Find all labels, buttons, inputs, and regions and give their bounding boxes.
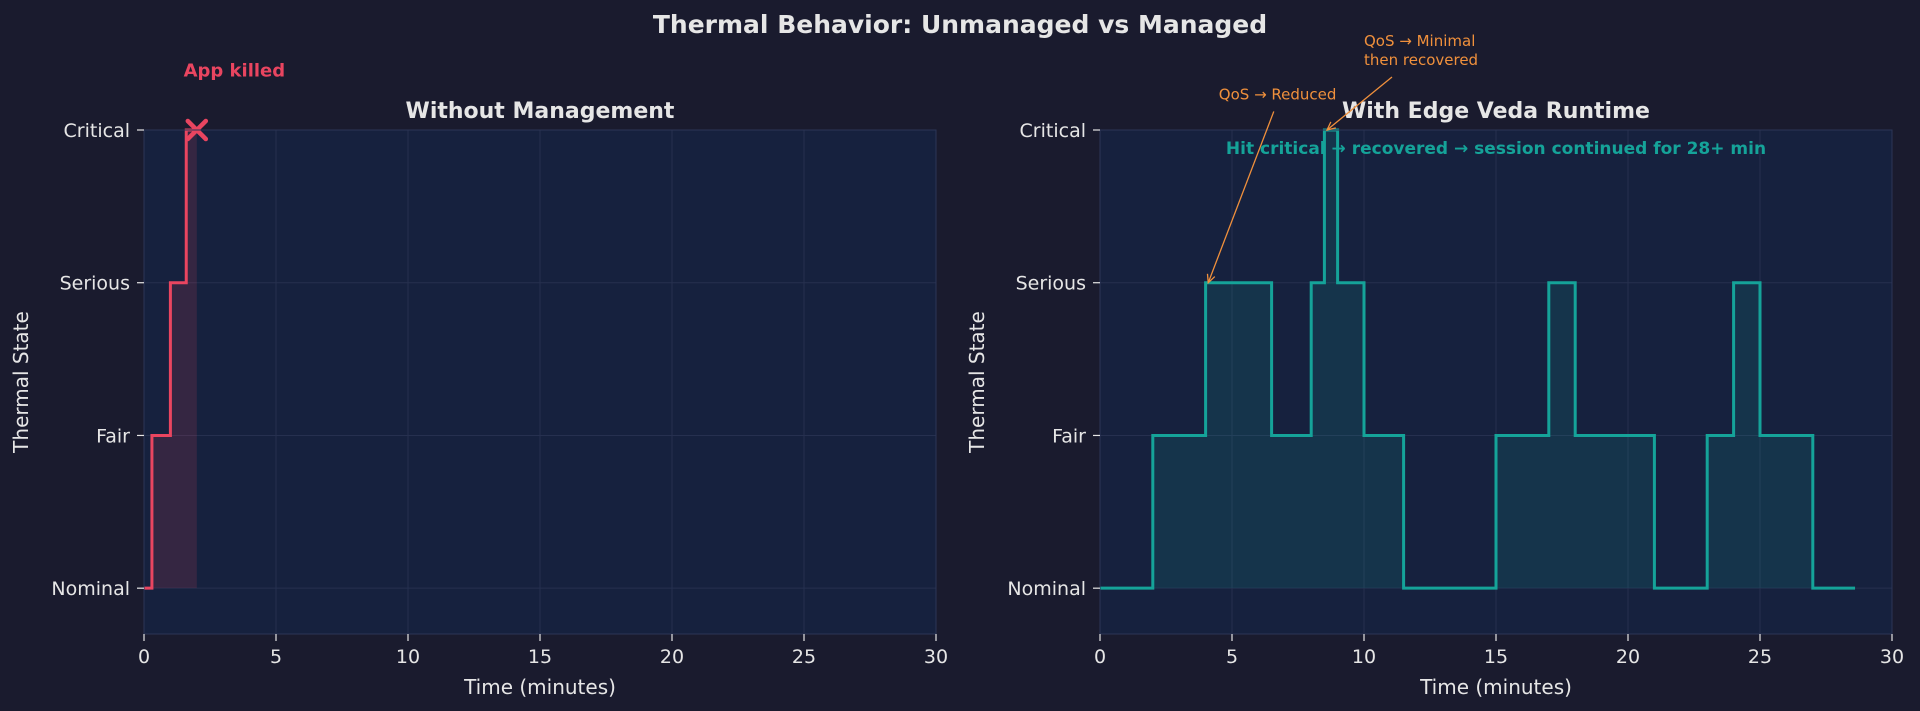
left-panel-title: Without Management: [406, 99, 675, 124]
right-ytick-label: Nominal: [1007, 578, 1086, 600]
qos-annotation-2: QoS → Minimal then recovered: [1364, 32, 1478, 69]
right-y-axis-label: Thermal State: [965, 311, 989, 454]
left-xtick-label: 20: [660, 646, 684, 668]
right-series-line: [1100, 128, 1856, 590]
left-xtick-label: 15: [528, 646, 552, 668]
qos-annotation-line: then recovered: [1364, 51, 1478, 69]
left-ytick-label: Nominal: [51, 578, 130, 600]
left-x-axis-label: Time (minutes): [463, 675, 616, 699]
right-panel-title: With Edge Veda Runtime: [1342, 99, 1650, 124]
right-xtick-label: 10: [1352, 646, 1376, 668]
left-xtick-label: 5: [270, 646, 282, 668]
left-xtick-label: 30: [924, 646, 948, 668]
qos-annotation-1: QoS → Reduced: [1219, 85, 1337, 103]
right-xtick-label: 5: [1226, 646, 1238, 668]
figure-title: Thermal Behavior: Unmanaged vs Managed: [653, 10, 1267, 39]
right-series-fill: [1100, 130, 1856, 589]
left-ytick-label: Serious: [60, 273, 130, 295]
right-ytick-label: Fair: [1052, 425, 1086, 447]
right-xtick-label: 15: [1484, 646, 1508, 668]
panel-without-management: 0 5 10 15 20 25 30 Nominal Fair Serious Critical Ti…: [9, 61, 948, 699]
qos-annotation-line: QoS → Minimal: [1364, 32, 1475, 50]
session-summary-annotation: Hit critical → recovered → session conti…: [1226, 139, 1766, 159]
left-ytick-label: Fair: [96, 425, 130, 447]
panel-with-edge-veda-runtime: 0 5 10 15 20 25 30 Nominal Fair Serious Critical Ti…: [965, 32, 1904, 699]
qos-annotation-arrowhead: [1325, 121, 1336, 131]
app-killed-label: App killed: [184, 61, 286, 82]
right-xtick-label: 30: [1880, 646, 1904, 668]
qos-annotation-arrow: [1207, 111, 1275, 283]
left-xtick-label: 10: [396, 646, 420, 668]
left-y-axis-label: Thermal State: [9, 311, 33, 454]
left-xtick-label: 25: [792, 646, 816, 668]
qos-annotation-line: QoS → Reduced: [1219, 85, 1337, 103]
right-xtick-label: 0: [1094, 646, 1106, 668]
right-ytick-label: Critical: [1020, 120, 1086, 142]
left-xtick-label: 0: [138, 646, 150, 668]
right-x-axis-label: Time (minutes): [1419, 675, 1572, 699]
qos-annotation-arrow: [1326, 76, 1393, 131]
right-xtick-label: 25: [1748, 646, 1772, 668]
left-series-line: [144, 128, 197, 590]
left-ytick-label: Critical: [64, 120, 130, 142]
qos-annotation-arrowhead: [1206, 273, 1216, 285]
right-ytick-label: Serious: [1016, 273, 1086, 295]
right-xtick-label: 20: [1616, 646, 1640, 668]
